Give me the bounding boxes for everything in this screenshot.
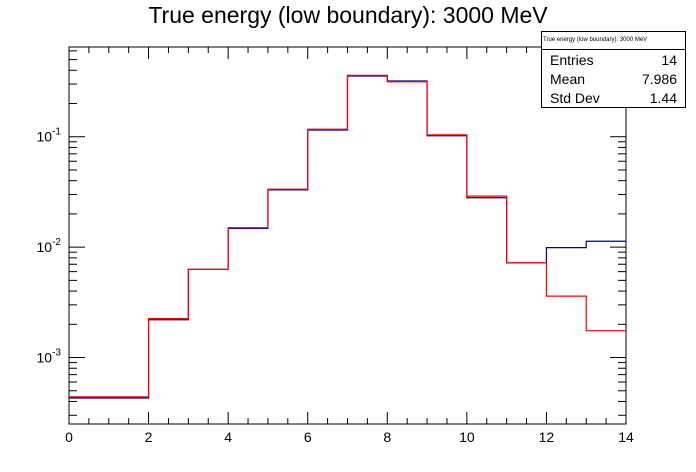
x-tick-label: 14 <box>618 429 634 445</box>
x-tick-label: 0 <box>65 429 73 445</box>
stats-label: Entries <box>550 51 594 68</box>
stats-value: 14 <box>661 51 677 68</box>
x-tick-label: 2 <box>145 429 153 445</box>
stats-label: Mean <box>550 70 586 87</box>
y-tick-label: 10-3 <box>37 348 62 366</box>
y-tick-label: 10-1 <box>37 127 62 145</box>
x-tick-label: 10 <box>459 429 475 445</box>
histogram-series-2 <box>69 74 626 398</box>
x-tick-label: 4 <box>224 429 232 445</box>
x-tick-label: 8 <box>383 429 391 445</box>
stats-row-entries: Entries 14 <box>542 50 685 69</box>
stats-row-stddev: Std Dev 1.44 <box>542 88 685 107</box>
series-layer <box>69 74 626 399</box>
stats-value: 1.44 <box>649 89 677 106</box>
axes-group: 0 2 4 6 8 10 12 14 10-3 10-2 10-1 <box>37 46 634 445</box>
y-tick-label: 10-2 <box>37 237 62 255</box>
stats-box-title: True energy (low boundary): 3000 MeV <box>542 32 685 50</box>
stats-row-mean: Mean 7.986 <box>542 69 685 88</box>
stats-box: True energy (low boundary): 3000 MeV Ent… <box>541 31 686 108</box>
stats-value: 7.986 <box>641 70 677 87</box>
x-tick-label: 12 <box>539 429 555 445</box>
chart-title: True energy (low boundary): 3000 MeV <box>148 2 548 28</box>
stats-label: Std Dev <box>550 89 600 106</box>
x-tick-label: 6 <box>304 429 312 445</box>
